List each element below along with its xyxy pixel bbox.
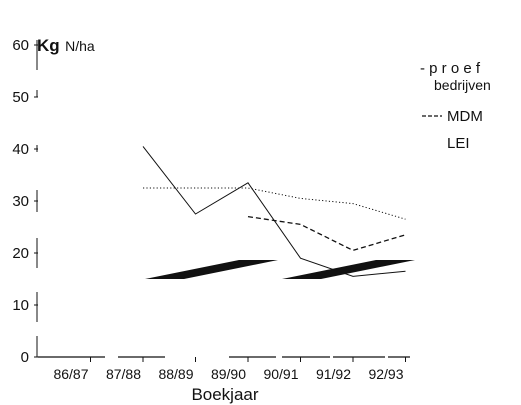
y-tick-label: 20 xyxy=(12,245,29,262)
x-tick-label: 87/88 xyxy=(106,366,141,382)
x-tick-label: 91/92 xyxy=(316,366,351,382)
x-tick-label: 86/87 xyxy=(53,366,88,382)
decorative-bands xyxy=(145,260,415,279)
legend: - p r o e f bedrijven MDM LEI xyxy=(420,60,491,152)
x-axis-title: Boekjaar xyxy=(191,385,258,404)
y-axis-label: Kg N/ha xyxy=(37,36,95,55)
x-tick-label: 90/91 xyxy=(263,366,298,382)
y-tick-label: 40 xyxy=(12,141,29,158)
decorative-band xyxy=(282,260,415,279)
y-tick-label: 30 xyxy=(12,193,29,210)
legend-line1: - p r o e f xyxy=(420,60,481,77)
series-line-mdm xyxy=(248,217,406,251)
series-line-lei xyxy=(143,188,406,219)
series-lines xyxy=(143,146,406,276)
y-tick-label: 10 xyxy=(12,297,29,314)
y-tick-label: 50 xyxy=(12,89,29,106)
y-tick-label: 60 xyxy=(12,37,29,54)
x-tick-labels: 86/87 87/88 88/89 89/90 90/91 91/92 92/93 xyxy=(53,357,405,382)
series-line-proef-bedrijven xyxy=(143,146,406,276)
legend-line2: bedrijven xyxy=(434,77,491,93)
y-tick-label: 0 xyxy=(21,349,29,366)
x-tick-label: 88/89 xyxy=(158,366,193,382)
x-tick-label: 89/90 xyxy=(211,366,246,382)
legend-line4: LEI xyxy=(447,135,470,152)
y-axis-label-unit: N/ha xyxy=(65,38,95,54)
legend-line3: MDM xyxy=(447,108,483,125)
x-tick-label: 92/93 xyxy=(368,366,403,382)
y-tick-labels: 0 10 20 30 40 50 60 xyxy=(12,37,38,366)
decorative-band xyxy=(145,260,278,279)
y-axis-label-main: Kg xyxy=(37,36,60,55)
